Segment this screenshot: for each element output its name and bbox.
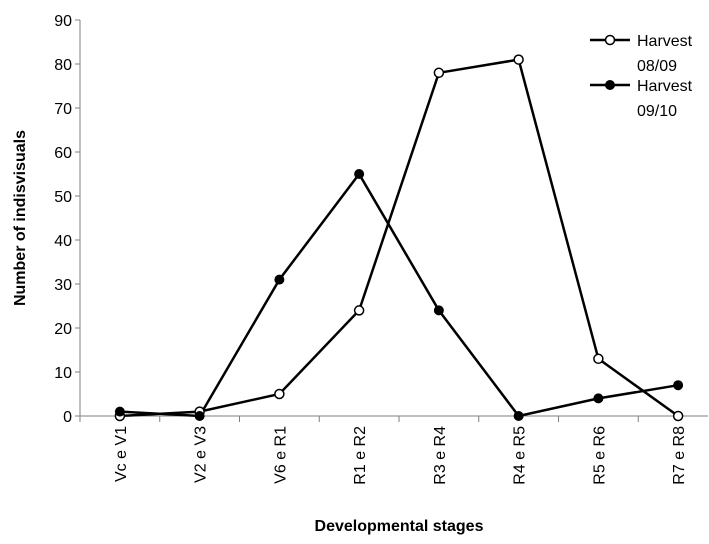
x-tick-label: V2 e V3 [193, 426, 210, 483]
legend: Harvest 08/09 Harvest 09/10 [590, 33, 693, 120]
x-tick-label: R5 e R6 [591, 426, 608, 485]
axes: 0 10 20 30 40 50 60 70 80 90 Vc e V1 V2 e V3 V6 e R1… [54, 13, 708, 485]
legend-label-2: 09/10 [637, 103, 677, 120]
data-point-series-1 [513, 54, 524, 65]
x-axis-title: Developmental stages [315, 518, 484, 535]
series-line-1 [119, 58, 679, 418]
x-tick-label: R1 e R2 [352, 426, 369, 485]
data-point-series-2 [513, 411, 524, 421]
x-tick-label: R4 e R5 [512, 426, 529, 485]
data-point-series-2 [274, 274, 285, 285]
y-tick-label: 10 [54, 365, 72, 382]
y-tick-label: 70 [54, 101, 72, 118]
data-point-series-2 [593, 393, 604, 404]
legend-label-1: 08/09 [637, 58, 677, 75]
legend-marker-1 [604, 34, 616, 46]
data-point-series-2 [114, 406, 125, 417]
y-tick-label: 60 [54, 145, 72, 162]
x-tick-label: V6 e R1 [272, 426, 289, 484]
x-tick-label: R3 e R4 [432, 426, 449, 485]
data-point-series-2 [194, 411, 205, 421]
y-axis-title: Number of indisvisuals [12, 130, 29, 306]
legend-label-2: Harvest [637, 78, 693, 95]
x-tick-label: R7 e R8 [671, 426, 688, 485]
y-tick-label: 20 [54, 321, 72, 338]
y-tick-label: 40 [54, 233, 72, 250]
legend-label-1: Harvest [637, 33, 693, 50]
data-point-series-1 [433, 67, 445, 79]
data-point-series-1 [672, 410, 684, 422]
y-tick-label: 80 [54, 57, 72, 74]
y-tick-label: 50 [54, 189, 72, 206]
series-layer [114, 54, 684, 422]
data-point-series-2 [354, 169, 365, 179]
x-tick-label: Vc e V1 [113, 426, 130, 482]
y-tick-label: 0 [63, 409, 72, 426]
data-point-series-2 [673, 380, 684, 391]
y-tick-label: 90 [54, 13, 72, 30]
data-point-series-1 [593, 353, 604, 365]
series-line-2 [119, 171, 679, 418]
data-point-series-1 [353, 305, 365, 316]
legend-marker-2 [605, 80, 615, 90]
data-point-series-2 [433, 305, 444, 316]
y-tick-label: 30 [54, 277, 72, 294]
data-point-series-1 [274, 388, 285, 400]
